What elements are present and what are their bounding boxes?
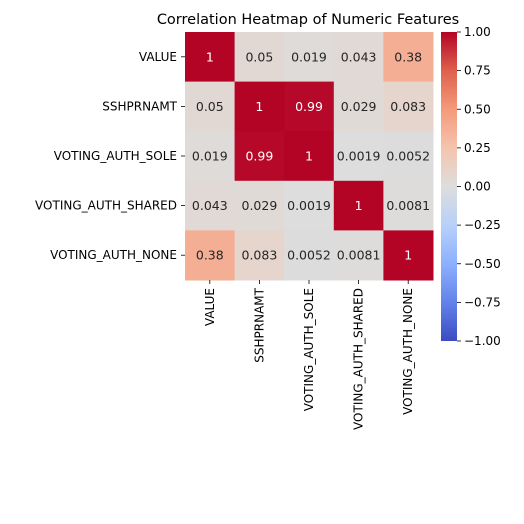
colorbar-tick-label: −1.00	[464, 334, 501, 348]
heatmap-cell-r3-c2	[284, 180, 335, 231]
heatmap-cell-label-r3-c4: 0.0081	[386, 198, 430, 213]
colorbar-tick-label: 0.75	[464, 64, 491, 78]
heatmap-cell-r0-c2	[284, 32, 335, 83]
x-tick-label: SSHPRNAMT	[252, 287, 266, 362]
heatmap-cell-label-r0-c2: 0.019	[291, 49, 327, 64]
x-axis-ticks: VALUE SSHPRNAMT VOTING_AUTH_SOLE VOTING_AUT…	[203, 280, 415, 430]
heatmap-cell-r0-c3	[333, 32, 384, 83]
heatmap-cell-label-r1-c0: 0.05	[196, 99, 224, 114]
heatmap-cell-r1-c4	[383, 81, 434, 132]
heatmap-cell-label-r2-c3: 0.0019	[337, 149, 381, 164]
y-tick-label: VOTING_AUTH_NONE	[50, 248, 177, 262]
heatmap-cell-label-r1-c1: 1	[255, 99, 263, 114]
heatmap-cells: 1 0.05 0.019 0.043 0.38 0.05 1 0.99 0.029 0.083 0.…	[185, 32, 434, 281]
colorbar-tick-label: 0.25	[464, 141, 491, 155]
heatmap-cell-r3-c0	[185, 180, 236, 231]
y-axis-ticks: VALUE SSHPRNAMT VOTING_AUTH_SOLE VOTING_AUT…	[35, 50, 185, 262]
x-tick-label: VALUE	[203, 288, 217, 326]
colorbar-tick-label: −0.50	[464, 257, 501, 271]
heatmap-cell-r4-c3	[333, 230, 384, 281]
colorbar-tick-label: 0.50	[464, 102, 491, 116]
heatmap-cell-label-r2-c0: 0.019	[192, 149, 228, 164]
heatmap-cell-label-r1-c2: 0.99	[295, 99, 323, 114]
heatmap-cell-label-r2-c2: 1	[305, 149, 313, 164]
y-tick-label: VALUE	[139, 50, 177, 64]
heatmap-cell-label-r4-c2: 0.0052	[287, 248, 331, 263]
colorbar-tick-label: 1.00	[464, 25, 491, 39]
heatmap-cell-r3-c4	[383, 180, 434, 231]
heatmap-cell-r2-c4	[383, 131, 434, 182]
heatmap-cell-label-r4-c0: 0.38	[196, 248, 224, 263]
heatmap-cell-r4-c0	[185, 230, 236, 281]
heatmap-cell-r1-c3	[333, 81, 384, 132]
heatmap-cell-label-r0-c4: 0.38	[394, 49, 422, 64]
heatmap-cell-label-r1-c3: 0.029	[341, 99, 377, 114]
colorbar: 1.00 0.75 0.50 0.25 0.00 −0.25 −0.50 −0.75 −1.00	[441, 25, 501, 348]
x-tick-label: VOTING_AUTH_NONE	[401, 288, 415, 415]
heatmap-cell-label-r0-c0: 1	[206, 49, 214, 64]
colorbar-tick-label: 0.00	[464, 180, 491, 194]
colorbar-gradient	[441, 32, 457, 341]
heatmap-cell-r0-c0	[185, 32, 236, 83]
heatmap-cell-r1-c0	[185, 81, 236, 132]
y-tick-label: SSHPRNAMT	[102, 99, 177, 113]
heatmap-cell-r2-c3	[333, 131, 384, 182]
heatmap-cell-label-r3-c3: 1	[355, 198, 363, 213]
heatmap-cell-label-r2-c4: 0.0052	[386, 149, 430, 164]
y-tick-label: VOTING_AUTH_SHARED	[35, 199, 177, 213]
x-tick-label: VOTING_AUTH_SOLE	[302, 288, 316, 411]
heatmap-cell-r0-c1	[234, 32, 285, 83]
heatmap-cell-r3-c3	[333, 180, 384, 231]
colorbar-tick-label: −0.75	[464, 295, 501, 309]
heatmap-cell-label-r4-c3: 0.0081	[337, 248, 381, 263]
heatmap-cell-r2-c0	[185, 131, 236, 182]
heatmap-cell-label-r4-c1: 0.083	[242, 248, 278, 263]
heatmap-cell-label-r3-c1: 0.029	[242, 198, 278, 213]
heatmap-cell-label-r0-c1: 0.05	[245, 49, 273, 64]
heatmap-cell-label-r4-c4: 1	[404, 248, 412, 263]
heatmap-cell-label-r1-c4: 0.083	[390, 99, 426, 114]
heatmap-cell-label-r3-c0: 0.043	[192, 198, 228, 213]
chart-title: Correlation Heatmap of Numeric Features	[157, 12, 459, 28]
heatmap-cell-r2-c1	[234, 131, 285, 182]
heatmap-cell-label-r2-c1: 0.99	[245, 149, 273, 164]
heatmap-cell-r1-c2	[284, 81, 335, 132]
heatmap-cell-r2-c2	[284, 131, 335, 182]
x-tick-label: VOTING_AUTH_SHARED	[352, 288, 366, 430]
heatmap-cell-r1-c1	[234, 81, 285, 132]
heatmap-cell-r4-c1	[234, 230, 285, 281]
heatmap-cell-r4-c4	[383, 230, 434, 281]
heatmap-cell-r0-c4	[383, 32, 434, 83]
heatmap-cell-label-r3-c2: 0.0019	[287, 198, 331, 213]
heatmap-cell-r4-c2	[284, 230, 335, 281]
heatmap-cell-r3-c1	[234, 180, 285, 231]
colorbar-tick-label: −0.25	[464, 218, 501, 232]
y-tick-label: VOTING_AUTH_SOLE	[54, 149, 177, 163]
heatmap-cell-label-r0-c3: 0.043	[341, 49, 377, 64]
